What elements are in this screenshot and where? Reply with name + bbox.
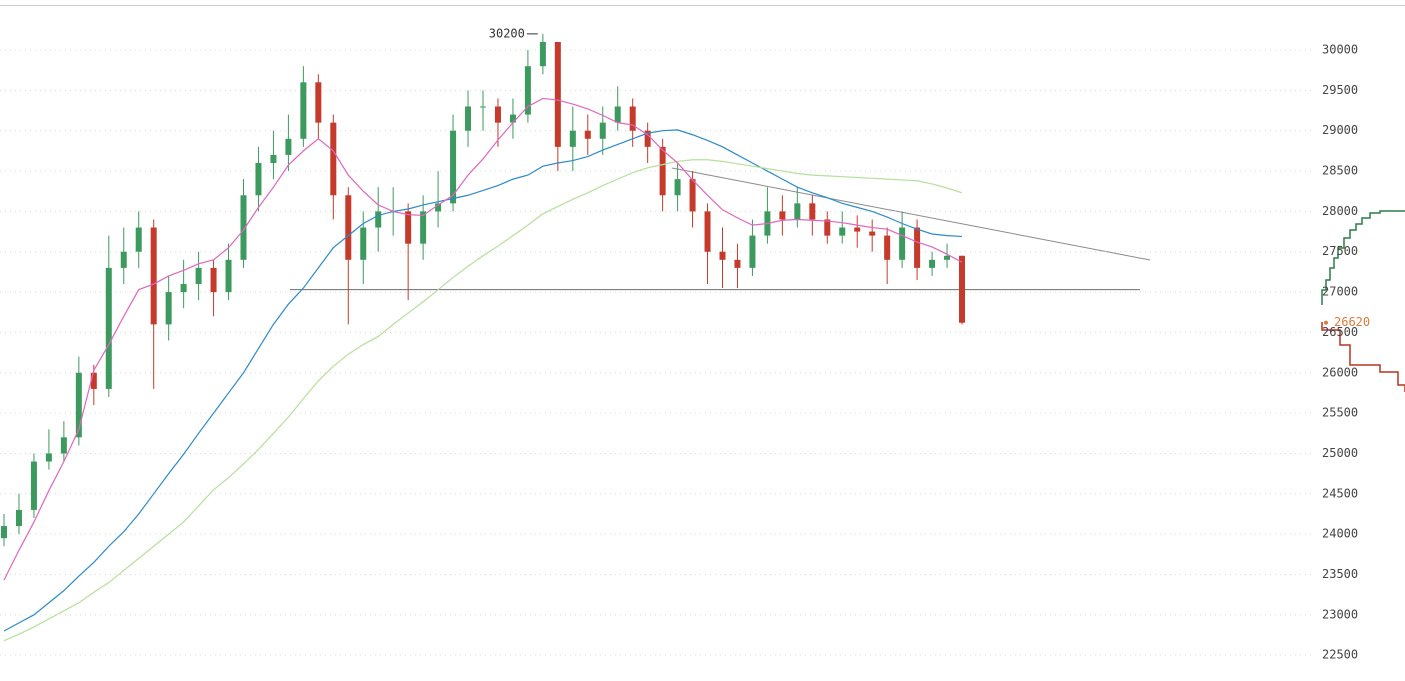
y-tick-label: 23500 bbox=[1322, 567, 1358, 581]
candle-body bbox=[420, 211, 427, 244]
candle-body bbox=[135, 227, 142, 252]
candle-body bbox=[270, 154, 277, 163]
candle-body bbox=[360, 227, 367, 260]
candle-body bbox=[435, 203, 442, 212]
candle-body bbox=[734, 259, 741, 268]
depth-asks bbox=[1321, 322, 1405, 392]
candle-body bbox=[375, 211, 382, 228]
candle-body bbox=[854, 227, 861, 232]
candle-body bbox=[300, 82, 307, 139]
y-tick-label: 26000 bbox=[1322, 365, 1358, 379]
candle-body bbox=[285, 138, 292, 155]
candle-body bbox=[779, 211, 786, 220]
candle-body bbox=[599, 122, 606, 139]
y-tick-label: 29500 bbox=[1322, 83, 1358, 97]
candle-body bbox=[480, 106, 486, 108]
candle-body bbox=[509, 114, 516, 123]
trend-line bbox=[671, 167, 1151, 261]
y-tick-label: 25000 bbox=[1322, 446, 1358, 460]
candle-body bbox=[180, 284, 187, 293]
y-tick-label: 29000 bbox=[1322, 123, 1358, 137]
candle-body bbox=[914, 227, 921, 268]
candle-body bbox=[629, 106, 636, 131]
candle-body bbox=[330, 122, 337, 196]
candle-body bbox=[450, 130, 457, 204]
candle-body bbox=[165, 292, 172, 325]
candle-body bbox=[554, 41, 561, 147]
candle-body bbox=[614, 106, 621, 123]
y-tick-label: 28500 bbox=[1322, 164, 1358, 178]
candle-body bbox=[824, 219, 831, 236]
y-tick-label: 28000 bbox=[1322, 204, 1358, 218]
candle-body bbox=[90, 372, 97, 389]
candle-body bbox=[689, 179, 696, 212]
y-tick-label: 23000 bbox=[1322, 607, 1358, 621]
candle-body bbox=[929, 259, 936, 268]
candle-body bbox=[195, 267, 202, 285]
y-tick-label: 26500 bbox=[1322, 325, 1358, 339]
candle-body bbox=[240, 195, 247, 260]
candle-body bbox=[30, 461, 37, 510]
candle-body bbox=[659, 146, 666, 196]
candle-body bbox=[884, 235, 891, 260]
candle-body bbox=[794, 203, 801, 220]
candle-body bbox=[569, 130, 576, 147]
candle-body bbox=[944, 255, 951, 260]
moving-average bbox=[3, 97, 963, 581]
candle-body bbox=[1, 526, 7, 539]
y-tick-label: 27000 bbox=[1322, 285, 1358, 299]
candle-body bbox=[524, 66, 531, 115]
candle-body bbox=[75, 372, 82, 438]
moving-average bbox=[3, 159, 963, 642]
last-price-marker bbox=[1324, 320, 1328, 325]
candle-body bbox=[150, 227, 157, 325]
candle-body bbox=[959, 255, 965, 323]
candle-body bbox=[899, 227, 906, 260]
candle-body bbox=[584, 130, 591, 139]
last-price-label: 26620 bbox=[1334, 315, 1370, 329]
candle-body bbox=[644, 130, 651, 147]
y-tick-label: 24500 bbox=[1322, 486, 1358, 500]
candle-body bbox=[704, 211, 711, 252]
candle-body bbox=[210, 267, 217, 293]
candle-body bbox=[465, 106, 472, 131]
candle-body bbox=[15, 509, 22, 527]
candle-body bbox=[749, 235, 756, 268]
y-tick-label: 22500 bbox=[1322, 648, 1358, 662]
candle-body bbox=[405, 211, 412, 244]
candle-body bbox=[674, 179, 681, 196]
candle-body bbox=[315, 82, 322, 123]
candle-body bbox=[345, 195, 352, 260]
y-tick-label: 30000 bbox=[1322, 43, 1358, 57]
candle-body bbox=[255, 162, 262, 196]
candle-body bbox=[105, 267, 112, 389]
candle-body bbox=[539, 41, 546, 67]
candle-body bbox=[60, 437, 67, 454]
y-tick-label: 24000 bbox=[1322, 527, 1358, 541]
candle-body bbox=[809, 203, 816, 220]
candle-body bbox=[120, 251, 127, 268]
y-tick-label: 27500 bbox=[1322, 244, 1358, 258]
candle-body bbox=[225, 259, 232, 293]
depth-bids bbox=[1321, 210, 1405, 305]
moving-average bbox=[3, 129, 963, 632]
candle-body bbox=[839, 227, 846, 236]
max-label: 30200 bbox=[489, 26, 525, 40]
candle-body bbox=[494, 106, 501, 123]
candle-body bbox=[45, 453, 52, 462]
plot: 22500 23000 23500 24000 24500 25000 25500 26000… bbox=[0, 26, 1370, 662]
candle-body bbox=[869, 231, 876, 236]
candle-body bbox=[719, 251, 726, 260]
y-tick-label: 25500 bbox=[1322, 406, 1358, 420]
